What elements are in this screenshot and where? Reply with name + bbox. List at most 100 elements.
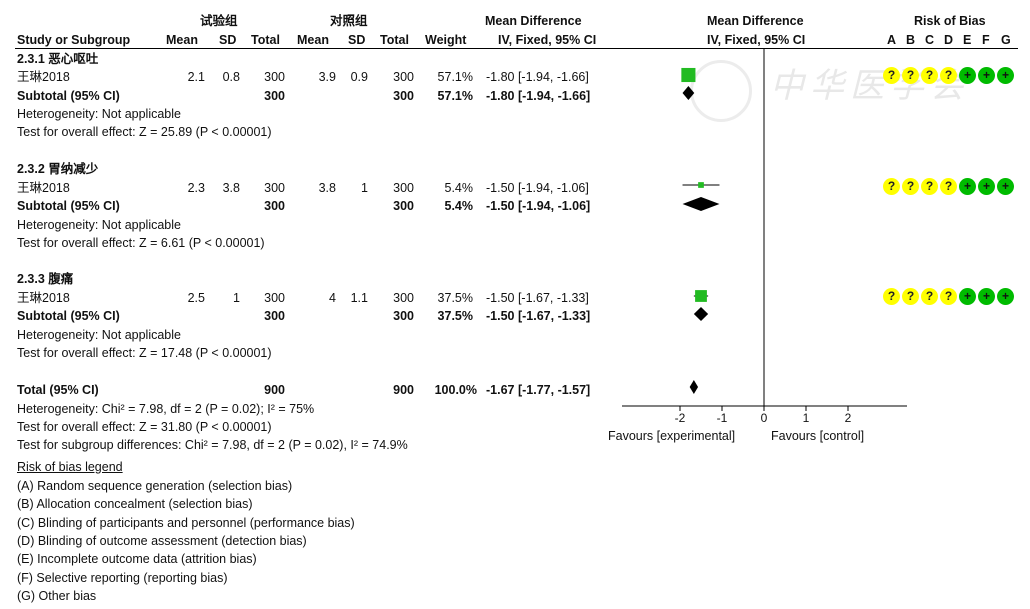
subgroup-title: 2.3.3 腹痛: [17, 272, 74, 286]
study-mean1: 2.5: [187, 291, 205, 305]
study-name: 王琳2018: [17, 291, 70, 305]
total-label: Total (95% CI): [17, 383, 99, 397]
header-plot-sub: IV, Fixed, 95% CI: [707, 33, 806, 47]
rob-unclear-risk-icon: ?: [940, 178, 957, 195]
study-mean2: 3.9: [318, 70, 336, 84]
header-group-exp: 试验组: [200, 14, 238, 28]
subtotal-ci: -1.50 [-1.67, -1.33]: [486, 309, 591, 323]
study-square: [695, 290, 707, 302]
rob-legend-item: (E) Incomplete outcome data (attrition b…: [17, 552, 257, 566]
rob-low-risk-icon: +: [959, 288, 976, 305]
total-weight: 100.0%: [434, 383, 477, 397]
subgroup-title: 2.3.2 胃纳减少: [17, 162, 99, 176]
total-overall-effect: Test for overall effect: Z = 31.80 (P < …: [17, 420, 272, 434]
study-weight: 37.5%: [437, 291, 473, 305]
rob-legend-item: (F) Selective reporting (reporting bias): [17, 571, 228, 585]
heterogeneity-text: Heterogeneity: Not applicable: [17, 218, 181, 232]
subgroup-title: 2.3.1 恶心呕吐: [17, 52, 99, 66]
study-sd2: 1: [361, 181, 368, 195]
overall-effect-text: Test for overall effect: Z = 6.61 (P < 0…: [17, 236, 265, 250]
rob-low-risk-icon: +: [978, 67, 995, 84]
favours-control-label: Favours [control]: [771, 429, 865, 443]
study-n2: 300: [393, 70, 414, 84]
header-group-ctl: 对照组: [330, 14, 368, 28]
rob-unclear-risk-icon: ?: [883, 178, 900, 195]
header-total1: Total: [251, 33, 280, 47]
rob-unclear-risk-icon: ?: [902, 178, 919, 195]
study-n1: 300: [264, 291, 285, 305]
study-n1: 300: [264, 181, 285, 195]
subtotal-ci: -1.80 [-1.94, -1.66]: [486, 89, 591, 103]
header-total2: Total: [380, 33, 409, 47]
subtotal-n1: 300: [264, 89, 285, 103]
study-sd2: 1.1: [350, 291, 368, 305]
study-sd1: 3.8: [222, 181, 240, 195]
rob-unclear-risk-icon: ?: [883, 67, 900, 84]
rob-unclear-risk-icon: ?: [902, 67, 919, 84]
subtotal-weight: 37.5%: [437, 309, 473, 323]
subtotal-label: Subtotal (95% CI): [17, 309, 120, 323]
total-ci: -1.67 [-1.77, -1.57]: [486, 383, 591, 397]
study-ci: -1.80 [-1.94, -1.66]: [486, 70, 589, 84]
rob-letter-d: D: [944, 33, 954, 47]
study-mean2: 4: [329, 291, 336, 305]
subtotal-n1: 300: [264, 199, 285, 213]
total-n2: 900: [393, 383, 414, 397]
subtotal-weight: 57.1%: [437, 89, 473, 103]
study-weight: 5.4%: [444, 181, 474, 195]
rob-unclear-risk-icon: ?: [921, 67, 938, 84]
x-tick-label: 1: [803, 411, 810, 425]
heterogeneity-text: Heterogeneity: Not applicable: [17, 328, 181, 342]
rob-low-risk-icon: +: [959, 67, 976, 84]
study-n2: 300: [393, 291, 414, 305]
rob-letter-a: A: [887, 33, 897, 47]
header-plot-title: Mean Difference: [707, 14, 804, 28]
subtotal-diamond: [693, 307, 709, 321]
rob-low-risk-icon: +: [997, 67, 1014, 84]
heterogeneity-text: Heterogeneity: Not applicable: [17, 107, 181, 121]
total-heterogeneity: Heterogeneity: Chi² = 7.98, df = 2 (P = …: [17, 402, 315, 416]
rob-low-risk-icon: +: [997, 288, 1014, 305]
overall-effect-text: Test for overall effect: Z = 17.48 (P < …: [17, 346, 272, 360]
rob-legend-item: (D) Blinding of outcome assessment (dete…: [17, 534, 307, 548]
subtotal-label: Subtotal (95% CI): [17, 199, 120, 213]
subtotal-n1: 300: [264, 309, 285, 323]
header-sd1: SD: [219, 33, 237, 47]
study-sd1: 0.8: [222, 70, 240, 84]
rob-letter-g: G: [1001, 33, 1011, 47]
subtotal-n2: 300: [393, 309, 414, 323]
rob-legend-title: Risk of bias legend: [17, 460, 123, 474]
rob-legend-item: (C) Blinding of participants and personn…: [17, 516, 355, 530]
header-study: Study or Subgroup: [17, 33, 131, 47]
rob-letter-f: F: [982, 33, 990, 47]
x-tick-label: -2: [675, 411, 686, 425]
rob-row: ???? + + +: [880, 67, 1020, 85]
rob-unclear-risk-icon: ?: [940, 288, 957, 305]
rob-letter-e: E: [963, 33, 972, 47]
header-weight: Weight: [425, 33, 467, 47]
study-mean2: 3.8: [318, 181, 336, 195]
study-square: [698, 182, 704, 188]
rob-low-risk-icon: +: [978, 178, 995, 195]
total-n1: 900: [264, 383, 285, 397]
study-sd1: 1: [233, 291, 240, 305]
study-square: [681, 67, 696, 83]
header-md-title: Mean Difference: [485, 14, 582, 28]
rob-unclear-risk-icon: ?: [921, 178, 938, 195]
rob-unclear-risk-icon: ?: [902, 288, 919, 305]
rob-unclear-risk-icon: ?: [921, 288, 938, 305]
subtotal-label: Subtotal (95% CI): [17, 89, 120, 103]
header-mean1: Mean: [166, 33, 198, 47]
header-mean2: Mean: [297, 33, 329, 47]
study-name: 王琳2018: [17, 70, 70, 84]
overall-effect-text: Test for overall effect: Z = 25.89 (P < …: [17, 125, 272, 139]
subtotal-diamond: [682, 86, 695, 100]
rob-row: ???? + + +: [880, 178, 1020, 196]
rob-legend-item: (A) Random sequence generation (selectio…: [17, 479, 293, 493]
subtotal-ci: -1.50 [-1.94, -1.06]: [486, 199, 591, 213]
header-rob-title: Risk of Bias: [914, 14, 986, 28]
rob-unclear-risk-icon: ?: [940, 67, 957, 84]
subtotal-weight: 5.4%: [444, 199, 474, 213]
